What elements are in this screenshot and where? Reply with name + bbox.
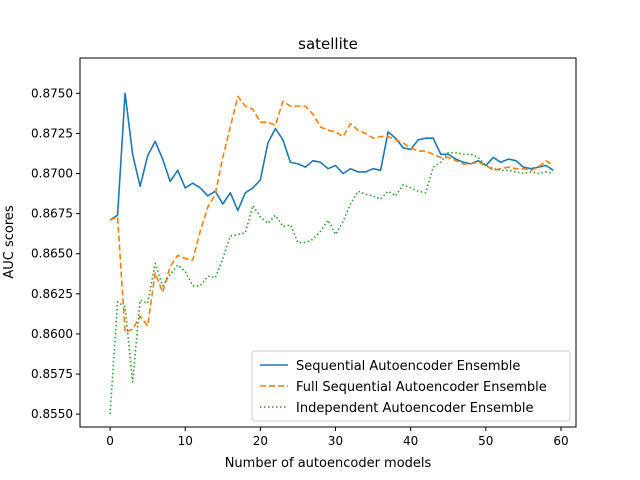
chart-title: satellite [298,35,358,53]
plot-frame [79,57,577,428]
y-tick-label: 0.8600 [31,327,73,341]
y-tick-label: 0.8575 [31,367,73,381]
y-tick-label: 0.8750 [31,86,73,100]
y-tick-label: 0.8625 [31,287,73,301]
y-tick-label: 0.8550 [31,407,73,421]
axes-ticks: 0 10 20 30 40 50 60 0.8550 0.8575 0.8600 0.8625 0.8… [31,86,569,448]
x-tick-label: 60 [553,434,568,448]
series-lines [109,92,554,415]
x-tick-label: 20 [253,434,268,448]
y-axis-label: AUC scores [2,205,17,279]
x-tick-label: 30 [328,434,343,448]
legend-label-1: Full Sequential Autoencoder Ensemble [296,380,547,395]
y-tick-label: 0.8650 [31,247,73,261]
y-tick-label: 0.8700 [31,167,73,181]
x-tick-label: 0 [106,434,114,448]
x-axis-label: Number of autoencoder models [225,456,432,471]
y-tick-label: 0.8675 [31,207,73,221]
series-line-1 [109,95,554,334]
y-tick-label: 0.8725 [31,126,73,140]
legend: Sequential Autoencoder Ensemble Full Sequ… [251,350,571,422]
x-tick-label: 40 [403,434,418,448]
legend-label-0: Sequential Autoencoder Ensemble [296,359,520,374]
legend-label-2: Independent Autoencoder Ensemble [296,401,534,416]
x-tick-label: 50 [478,434,493,448]
x-tick-label: 10 [178,434,193,448]
legend-box [251,350,571,422]
series-line-0 [109,92,554,221]
